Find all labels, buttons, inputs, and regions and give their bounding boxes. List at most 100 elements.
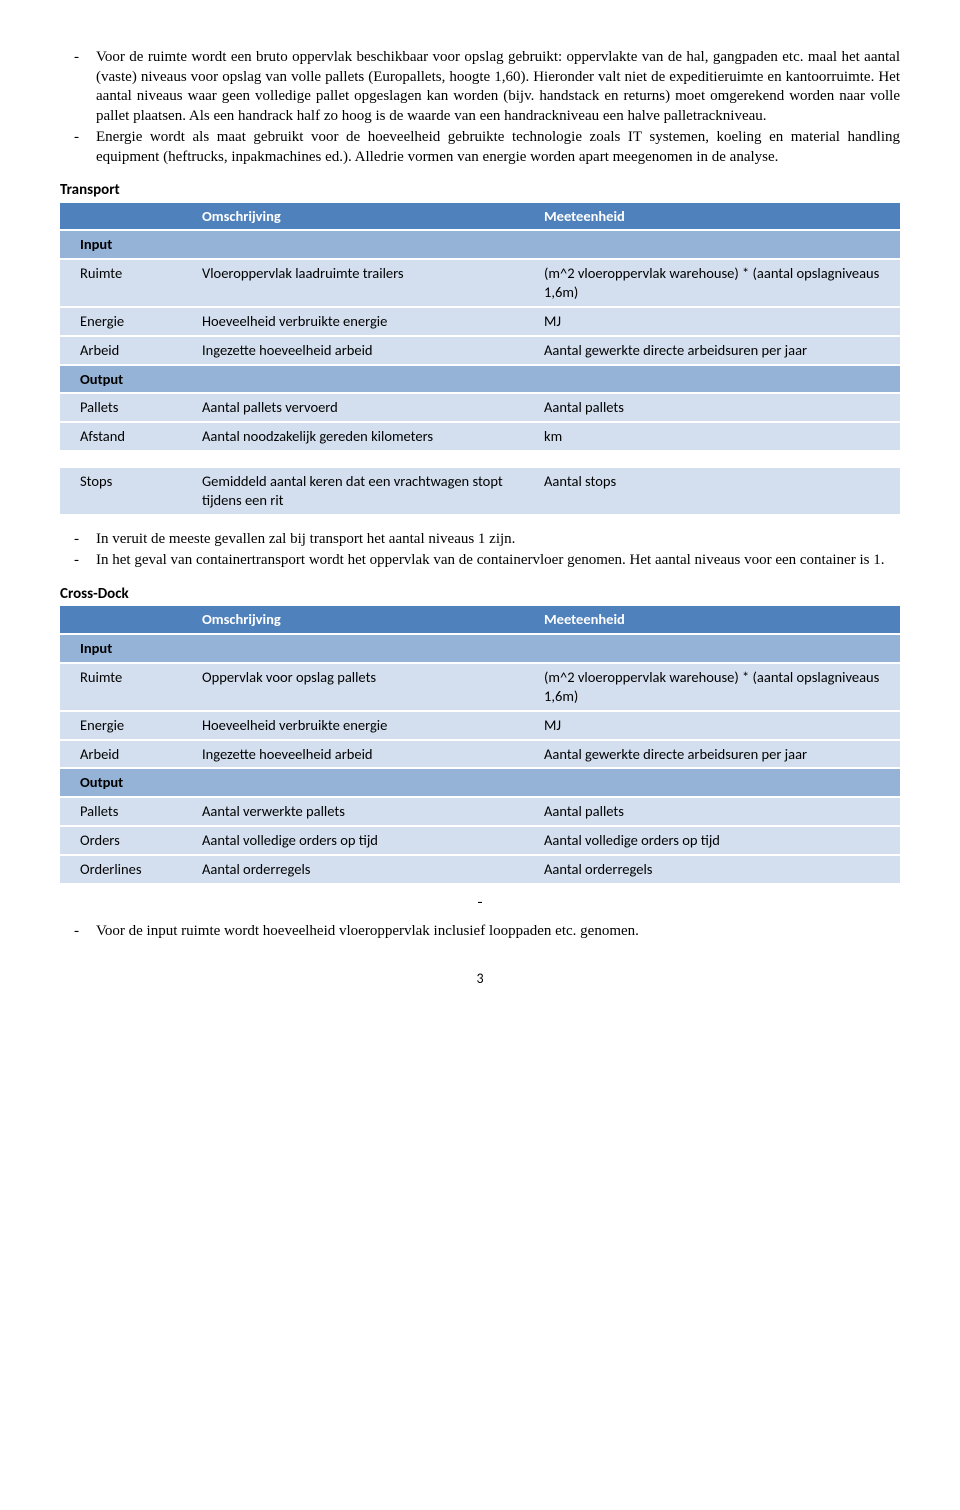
bullet-item: In het geval van containertransport word…: [96, 551, 900, 571]
cell: Oppervlak voor opslag pallets: [196, 663, 538, 711]
top-bullet-list: Voor de ruimte wordt een bruto oppervlak…: [60, 48, 900, 167]
section-title-transport: Transport: [60, 181, 900, 201]
table-row: Orderlines Aantal orderregels Aantal ord…: [60, 855, 900, 884]
subheader-cell: Output: [74, 768, 196, 797]
header-cell: Omschrijving: [196, 606, 538, 634]
table-header-row: Omschrijving Meeteenheid: [60, 203, 900, 231]
transport-table: Omschrijving Meeteenheid Input Ruimte Vl…: [60, 203, 900, 516]
trailing-dash: -: [60, 893, 900, 913]
cell: Ingezette hoeveelheid arbeid: [196, 740, 538, 769]
header-cell: [74, 606, 196, 634]
stub-cell: [60, 230, 74, 259]
stub-cell: [60, 634, 74, 663]
cell: Orders: [74, 826, 196, 855]
stub-cell: [60, 797, 74, 826]
stub-cell: [60, 259, 74, 307]
cell: (m^2 vloeroppervlak warehouse) * (aantal…: [538, 259, 900, 307]
bullet-item: Voor de input ruimte wordt hoeveelheid v…: [96, 922, 900, 942]
cell: Energie: [74, 307, 196, 336]
cell: Aantal orderregels: [196, 855, 538, 884]
subheader-cell: [538, 230, 900, 259]
cell: Aantal verwerkte pallets: [196, 797, 538, 826]
cell: Pallets: [74, 797, 196, 826]
cell: Vloeroppervlak laadruimte trailers: [196, 259, 538, 307]
stub-cell: [60, 393, 74, 422]
stub-cell: [60, 606, 74, 634]
table-row: Orders Aantal volledige orders op tijd A…: [60, 826, 900, 855]
cell: Arbeid: [74, 740, 196, 769]
header-cell: [74, 203, 196, 231]
table-row: Stops Gemiddeld aantal keren dat een vra…: [60, 467, 900, 515]
spacer-row: [60, 451, 900, 467]
cell: (m^2 vloeroppervlak warehouse) * (aantal…: [538, 663, 900, 711]
table-row: Pallets Aantal verwerkte pallets Aantal …: [60, 797, 900, 826]
stub-cell: [60, 203, 74, 231]
subheader-cell: [196, 230, 538, 259]
stub-cell: [60, 855, 74, 884]
subheader-cell: [538, 768, 900, 797]
crossdock-table: Omschrijving Meeteenheid Input Ruimte Op…: [60, 606, 900, 884]
stub-cell: [60, 467, 74, 515]
cell: Aantal gewerkte directe arbeidsuren per …: [538, 740, 900, 769]
subheader-cell: [538, 365, 900, 394]
bullet-item: Voor de ruimte wordt een bruto oppervlak…: [96, 48, 900, 126]
stub-cell: [60, 768, 74, 797]
cell: Aantal orderregels: [538, 855, 900, 884]
section-title-crossdock: Cross-Dock: [60, 585, 900, 605]
subheader-cell: Input: [74, 634, 196, 663]
stub-cell: [60, 365, 74, 394]
stub-cell: [60, 826, 74, 855]
subheader-cell: Output: [74, 365, 196, 394]
header-cell: Meeteenheid: [538, 606, 900, 634]
bullet-item: In veruit de meeste gevallen zal bij tra…: [96, 530, 900, 550]
cell: Aantal stops: [538, 467, 900, 515]
stub-cell: [60, 422, 74, 451]
cell: Pallets: [74, 393, 196, 422]
table-row: Ruimte Oppervlak voor opslag pallets (m^…: [60, 663, 900, 711]
cell: Hoeveelheid verbruikte energie: [196, 307, 538, 336]
table-subheader-row: Input: [60, 230, 900, 259]
cell: MJ: [538, 711, 900, 740]
cell: km: [538, 422, 900, 451]
cell: Stops: [74, 467, 196, 515]
table-row: Pallets Aantal pallets vervoerd Aantal p…: [60, 393, 900, 422]
cell: Ruimte: [74, 259, 196, 307]
table-row: Arbeid Ingezette hoeveelheid arbeid Aant…: [60, 336, 900, 365]
cell: Aantal volledige orders op tijd: [196, 826, 538, 855]
header-cell: Meeteenheid: [538, 203, 900, 231]
cell: Aantal gewerkte directe arbeidsuren per …: [538, 336, 900, 365]
cell: Aantal volledige orders op tijd: [538, 826, 900, 855]
table-row: Arbeid Ingezette hoeveelheid arbeid Aant…: [60, 740, 900, 769]
cell: Energie: [74, 711, 196, 740]
page-number: 3: [60, 970, 900, 988]
cell: Ingezette hoeveelheid arbeid: [196, 336, 538, 365]
cell: Afstand: [74, 422, 196, 451]
cell: Hoeveelheid verbruikte energie: [196, 711, 538, 740]
cell: Gemiddeld aantal keren dat een vrachtwag…: [196, 467, 538, 515]
table-subheader-row: Output: [60, 365, 900, 394]
subheader-cell: [196, 634, 538, 663]
table-subheader-row: Output: [60, 768, 900, 797]
stub-cell: [60, 711, 74, 740]
subheader-cell: Input: [74, 230, 196, 259]
table-row: Ruimte Vloeroppervlak laadruimte trailer…: [60, 259, 900, 307]
table-header-row: Omschrijving Meeteenheid: [60, 606, 900, 634]
cell: Arbeid: [74, 336, 196, 365]
stub-cell: [60, 336, 74, 365]
cell: Orderlines: [74, 855, 196, 884]
stub-cell: [60, 663, 74, 711]
table-row: Afstand Aantal noodzakelijk gereden kilo…: [60, 422, 900, 451]
bullet-item: Energie wordt als maat gebruikt voor de …: [96, 128, 900, 167]
subheader-cell: [538, 634, 900, 663]
subheader-cell: [196, 365, 538, 394]
cell: Aantal pallets: [538, 797, 900, 826]
cell: Aantal noodzakelijk gereden kilometers: [196, 422, 538, 451]
cell: Aantal pallets vervoerd: [196, 393, 538, 422]
bottom-bullet-list: Voor de input ruimte wordt hoeveelheid v…: [60, 922, 900, 942]
mid-bullet-list: In veruit de meeste gevallen zal bij tra…: [60, 530, 900, 571]
stub-cell: [60, 740, 74, 769]
cell: MJ: [538, 307, 900, 336]
table-row: Energie Hoeveelheid verbruikte energie M…: [60, 711, 900, 740]
cell: Aantal pallets: [538, 393, 900, 422]
subheader-cell: [196, 768, 538, 797]
